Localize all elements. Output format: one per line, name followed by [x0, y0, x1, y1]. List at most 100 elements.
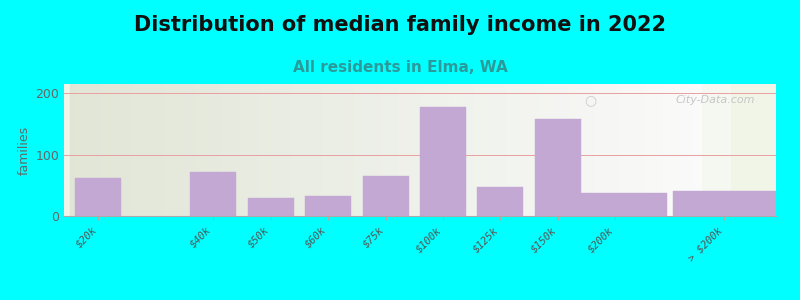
- Bar: [626, 84, 632, 216]
- Bar: [613, 84, 619, 216]
- Bar: [70, 84, 386, 216]
- Bar: [499, 84, 506, 216]
- Text: Distribution of median family income in 2022: Distribution of median family income in …: [134, 15, 666, 35]
- Bar: [379, 84, 386, 216]
- Bar: [322, 84, 329, 216]
- Bar: [535, 119, 581, 216]
- Bar: [253, 84, 259, 216]
- Bar: [248, 198, 294, 216]
- Bar: [95, 84, 102, 216]
- Bar: [190, 84, 196, 216]
- Bar: [689, 84, 695, 216]
- Bar: [474, 84, 480, 216]
- Bar: [386, 84, 392, 216]
- Bar: [405, 84, 411, 216]
- Bar: [651, 84, 657, 216]
- Bar: [420, 107, 466, 216]
- Bar: [89, 84, 95, 216]
- Bar: [556, 84, 562, 216]
- Bar: [177, 84, 183, 216]
- Bar: [335, 84, 342, 216]
- Bar: [449, 84, 455, 216]
- Bar: [563, 193, 667, 216]
- Bar: [76, 84, 82, 216]
- Bar: [430, 84, 436, 216]
- Bar: [486, 84, 493, 216]
- Bar: [202, 84, 209, 216]
- Bar: [512, 84, 518, 216]
- Bar: [638, 84, 645, 216]
- Bar: [126, 84, 133, 216]
- Bar: [342, 84, 348, 216]
- Bar: [146, 84, 152, 216]
- Bar: [645, 84, 651, 216]
- Bar: [228, 84, 234, 216]
- Bar: [139, 84, 146, 216]
- Bar: [120, 84, 126, 216]
- Bar: [588, 84, 594, 216]
- Bar: [196, 84, 202, 216]
- Bar: [493, 84, 499, 216]
- Bar: [657, 84, 663, 216]
- Bar: [606, 84, 613, 216]
- Bar: [436, 84, 442, 216]
- Bar: [152, 84, 158, 216]
- Bar: [240, 84, 246, 216]
- Bar: [190, 172, 236, 216]
- Bar: [82, 84, 89, 216]
- Bar: [518, 84, 525, 216]
- Bar: [108, 84, 114, 216]
- Bar: [600, 84, 606, 216]
- Bar: [316, 84, 322, 216]
- Bar: [468, 84, 474, 216]
- Bar: [480, 84, 486, 216]
- Bar: [246, 84, 253, 216]
- Bar: [478, 187, 523, 216]
- Bar: [114, 84, 120, 216]
- Bar: [70, 84, 76, 216]
- Bar: [575, 84, 582, 216]
- Bar: [234, 84, 240, 216]
- Bar: [329, 84, 335, 216]
- Bar: [354, 84, 360, 216]
- Bar: [171, 84, 177, 216]
- Bar: [550, 84, 556, 216]
- Bar: [183, 84, 190, 216]
- Bar: [297, 84, 303, 216]
- Bar: [417, 84, 423, 216]
- Bar: [303, 84, 310, 216]
- Bar: [348, 84, 354, 216]
- Bar: [632, 84, 638, 216]
- Bar: [619, 84, 626, 216]
- Bar: [398, 84, 405, 216]
- Bar: [75, 178, 122, 216]
- Bar: [366, 84, 373, 216]
- Bar: [506, 84, 512, 216]
- Bar: [594, 84, 600, 216]
- Bar: [285, 84, 291, 216]
- Bar: [423, 84, 430, 216]
- Bar: [695, 84, 702, 216]
- Bar: [569, 84, 575, 216]
- Bar: [165, 84, 171, 216]
- Bar: [537, 84, 543, 216]
- Bar: [676, 84, 682, 216]
- Bar: [582, 84, 588, 216]
- Y-axis label: families: families: [18, 125, 31, 175]
- Bar: [386, 84, 730, 216]
- Bar: [222, 84, 228, 216]
- Bar: [209, 84, 215, 216]
- Bar: [531, 84, 537, 216]
- Bar: [259, 84, 266, 216]
- Bar: [411, 84, 417, 216]
- Bar: [215, 84, 222, 216]
- Bar: [525, 84, 531, 216]
- Text: City-Data.com: City-Data.com: [675, 95, 754, 105]
- Bar: [102, 84, 108, 216]
- Bar: [310, 84, 316, 216]
- Bar: [562, 84, 569, 216]
- Bar: [305, 196, 351, 216]
- Text: ○: ○: [584, 93, 596, 107]
- Bar: [278, 84, 285, 216]
- Bar: [663, 84, 670, 216]
